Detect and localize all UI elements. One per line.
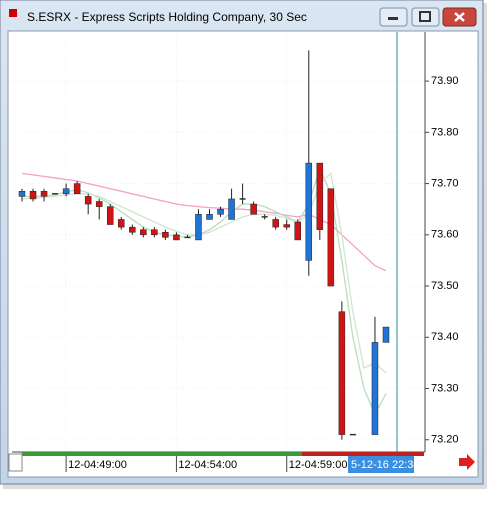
candle-body [382,326,390,343]
x-tick-label: 12-04:59:00 [289,459,348,471]
candle-body [84,196,92,205]
y-tick-label: 73.50 [431,280,459,292]
crosshair-label: 5-12-16 22:34:00 [351,459,435,471]
candle-body [73,183,81,195]
candle-body [217,208,224,215]
x-tick-label: 12-04:49:00 [68,459,127,471]
candle-body [151,229,158,236]
minimize-icon [388,17,398,20]
candle-body [283,224,290,228]
y-tick-label: 73.80 [431,126,459,138]
candle-body [272,219,279,228]
session-bar-current [302,452,424,456]
y-tick-label: 73.70 [431,177,459,189]
session-bar [22,452,302,456]
candle-body [106,206,114,225]
y-tick-label: 73.40 [431,331,459,343]
y-tick-label: 73.20 [431,434,459,446]
chart-area [7,30,479,478]
candle-body [18,191,26,197]
candle-body [140,229,147,236]
candle-body [228,198,235,220]
crosshair-label-box [348,456,414,473]
candle-body [62,188,70,195]
candle-body [129,226,136,233]
candle-body [206,214,213,220]
candle-body [29,191,37,200]
candle-body [195,214,202,241]
y-tick-label: 73.90 [431,75,459,87]
window-title: S.ESRX - Express Scripts Holding Company… [27,10,307,24]
maximize-icon [419,11,431,22]
maximize-button[interactable] [411,7,440,27]
candle-body [305,162,313,261]
candle-body [294,221,301,241]
candle-body [40,191,48,197]
close-icon [454,12,465,22]
moving-average [22,166,387,416]
candle-body [173,234,180,241]
candle-body [95,201,103,207]
candle-body [327,188,335,287]
y-tick-label: 73.60 [431,229,459,241]
window-buttons[interactable] [379,7,477,27]
candle-body [371,342,379,435]
x-tick-label: 12-04:54:00 [178,459,237,471]
candle-body [250,203,257,215]
scroll-box[interactable] [8,453,23,472]
scroll-right-arrow[interactable] [459,454,475,470]
candle-body [118,219,125,228]
moving-average [21,172,387,374]
candle-body [316,162,324,230]
moving-average [21,172,387,272]
app-icon [9,9,17,17]
candle-body [162,232,169,238]
candle-body [338,311,346,435]
y-tick-label: 73.30 [431,382,459,394]
